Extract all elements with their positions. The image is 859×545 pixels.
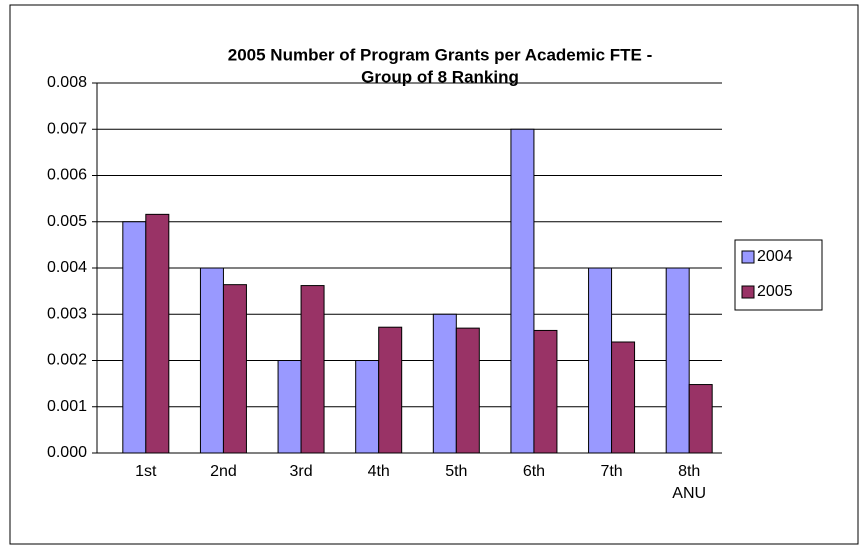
bar [611, 341, 636, 454]
legend-label: 2005 [757, 283, 793, 300]
y-tick-label: 0.002 [47, 352, 87, 369]
bar [277, 360, 302, 454]
y-tick-label: 0.001 [47, 398, 87, 415]
bar [122, 221, 147, 454]
x-tick-label: 7th [600, 463, 623, 480]
bar [355, 360, 380, 454]
x-tick-label: 8th ANU [672, 463, 707, 502]
bar [688, 384, 713, 454]
y-tick-label: 0.006 [47, 167, 87, 184]
bar [455, 327, 480, 454]
x-tick-label: 2nd [210, 463, 237, 480]
x-tick-label: 5th [445, 463, 468, 480]
y-tick-label: 0.003 [47, 305, 87, 322]
x-tick-label: 6th [522, 463, 546, 480]
bar [145, 213, 170, 454]
chart-title: Group of 8 Ranking [361, 67, 519, 86]
bar [510, 128, 535, 454]
legend-swatch [741, 285, 755, 299]
y-tick-label: 0.008 [47, 74, 87, 91]
bar [665, 267, 690, 454]
bar [199, 267, 224, 454]
x-tick-label: 1st [135, 463, 157, 480]
bar [588, 267, 613, 454]
y-tick-label: 0.005 [47, 213, 87, 230]
bar [378, 326, 403, 454]
chart-title: 2005 Number of Program Grants per Academ… [228, 45, 653, 64]
x-tick-label: 3rd [289, 463, 313, 480]
bar [533, 329, 558, 454]
y-tick-label: 0.004 [47, 259, 87, 276]
x-tick-label: 4th [367, 463, 390, 480]
y-tick-label: 0.000 [47, 444, 87, 461]
legend-swatch [741, 250, 755, 264]
bar [432, 313, 457, 454]
y-tick-label: 0.007 [47, 120, 87, 137]
bar [222, 284, 247, 454]
bar [300, 285, 325, 454]
legend-label: 2004 [757, 248, 793, 265]
